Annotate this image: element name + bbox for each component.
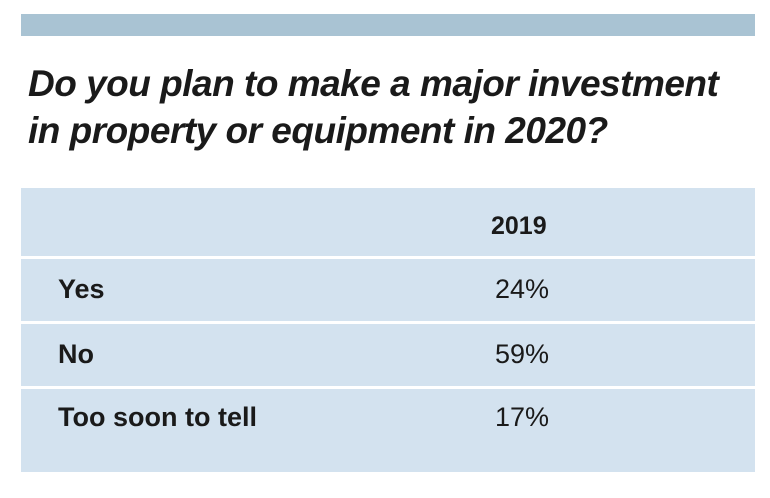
- table-header-row: 2019: [21, 188, 755, 256]
- chart-title: Do you plan to make a major investment i…: [28, 63, 719, 151]
- data-table: 2019 Yes 24% No 59% Too soon to tell 17%: [21, 188, 755, 472]
- row-value-no: 59%: [495, 339, 550, 369]
- column-header-2019: 2019: [491, 212, 547, 240]
- row-value-yes: 24%: [495, 274, 550, 304]
- row-divider: [21, 321, 755, 324]
- row-label-yes: Yes: [58, 274, 105, 304]
- table-row: No 59%: [21, 323, 755, 386]
- table-row: Too soon to tell 17%: [21, 388, 755, 472]
- row-value-too-soon: 17%: [495, 402, 550, 432]
- table-row: Yes 24%: [21, 258, 755, 321]
- header-accent-bar: [21, 14, 755, 36]
- row-divider: [21, 386, 755, 389]
- row-label-too-soon: Too soon to tell: [58, 402, 257, 432]
- row-divider: [21, 256, 755, 259]
- row-label-no: No: [58, 339, 94, 369]
